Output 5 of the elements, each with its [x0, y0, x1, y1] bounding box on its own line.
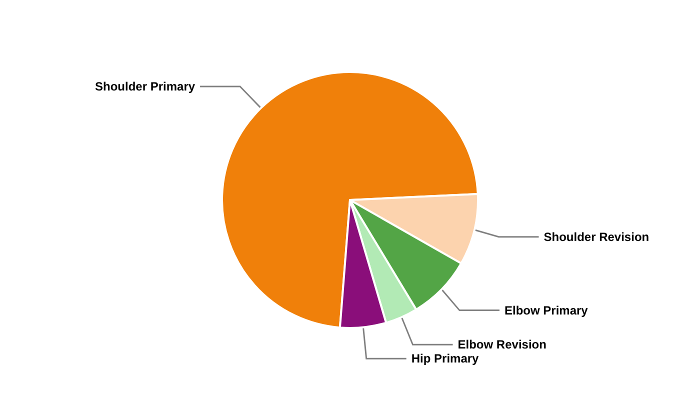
slice-label: Hip Primary	[411, 352, 480, 366]
slice-label: Shoulder Revision	[544, 230, 650, 244]
slice-label: Elbow Primary	[504, 303, 588, 318]
slice-label: Elbow Revision	[458, 338, 546, 352]
slice-label: Shoulder Primary	[95, 80, 196, 94]
